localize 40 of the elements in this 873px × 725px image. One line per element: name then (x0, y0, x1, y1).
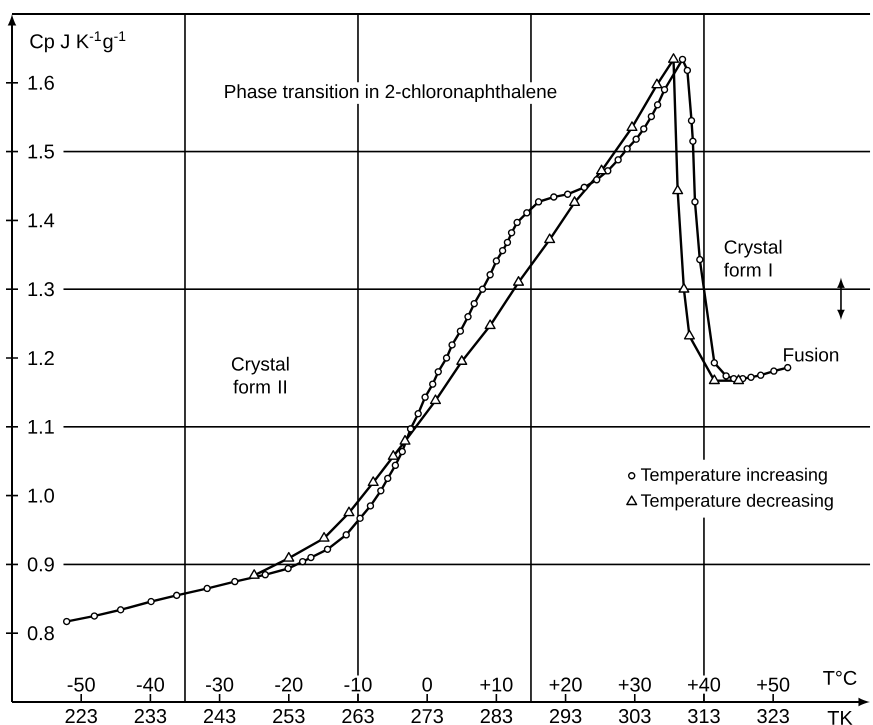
x2-tick-label: 0 (422, 678, 432, 692)
x2-tick-label: +20 (550, 678, 582, 692)
y-tick-label: 1.6 (28, 76, 54, 90)
x2-axis-title: T°C (823, 670, 856, 685)
x2-tick-label: -30 (206, 678, 234, 692)
x2-tick-label: +30 (618, 678, 651, 692)
x-tick-label: 243 (204, 709, 236, 724)
x-tick-label: 263 (342, 709, 374, 724)
y-axis-title: Cp J K$^{-1}$g$^{-1}$ (30, 31, 126, 52)
y-tick-label: 0.9 (28, 557, 54, 572)
y-tick-label: 1.2 (28, 351, 54, 365)
x-tick-label: 283 (480, 709, 512, 724)
y-tick-label: 1.1 (28, 420, 54, 434)
y-tick-label: 1.0 (28, 488, 54, 503)
x-tick-label: 293 (550, 709, 582, 724)
x2-tick-label: +10 (480, 678, 512, 692)
x2-tick-label: -50 (68, 678, 95, 692)
x-axis-title: TK (828, 711, 853, 725)
y-tick-label: 0.8 (28, 626, 54, 640)
x-tick-label: 223 (66, 709, 97, 724)
y-tick-label: 1.3 (28, 282, 54, 296)
x2-tick-label: -40 (136, 678, 164, 692)
x-tick-label: 273 (412, 709, 443, 724)
x-tick-label: 303 (618, 709, 651, 724)
x-tick-label: 323 (757, 709, 789, 724)
legend-label: Temperature increasing (640, 468, 827, 484)
x2-tick-label: -20 (275, 678, 302, 692)
legend-label: Temperature decreasing (640, 494, 833, 510)
annotation: Crystal form II (232, 356, 289, 394)
text: Phase transition in 2-chloronaphthalene (225, 84, 556, 102)
annotation: Fusion (784, 348, 838, 362)
x2-tick-label: -10 (344, 678, 372, 692)
x-tick-label: 253 (273, 709, 305, 724)
x-tick-label: 233 (134, 709, 166, 724)
x-tick-label: 313 (688, 709, 720, 724)
y-tick-label: 1.5 (28, 144, 54, 159)
x2-tick-label: +50 (757, 678, 790, 692)
annotation: Crystal form I (724, 240, 782, 277)
x2-tick-label: +40 (688, 678, 720, 692)
y-tick-label: 1.4 (28, 214, 54, 228)
